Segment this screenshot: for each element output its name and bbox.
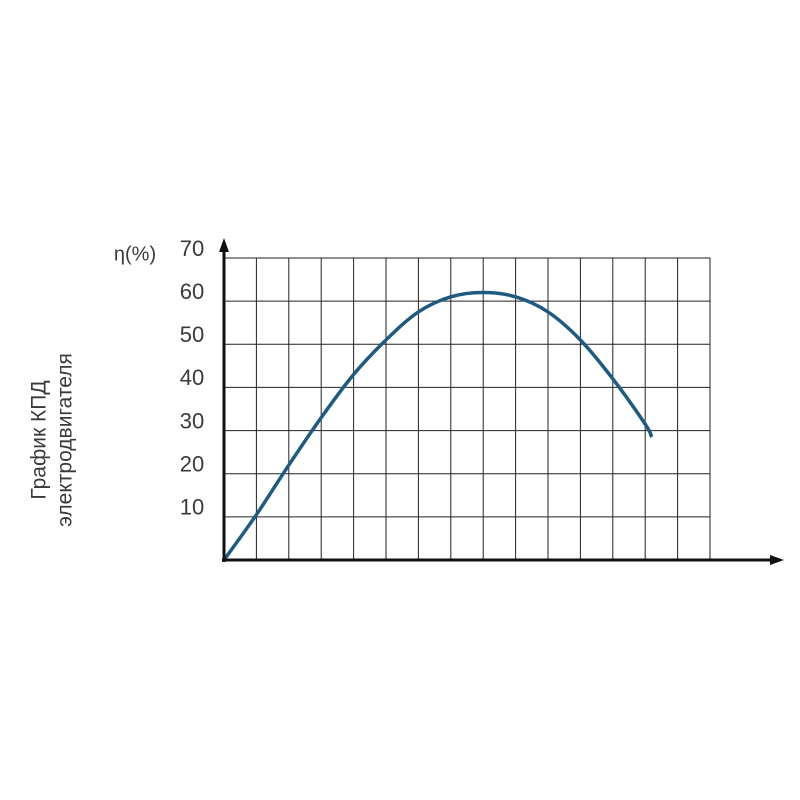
title-group: График КПД электродвигателя <box>28 353 77 527</box>
plot-area: 10 20 30 40 50 60 70 <box>180 236 711 562</box>
y-axis-arrow <box>219 238 229 252</box>
chart-title: электродвигателя <box>54 353 77 527</box>
x-axis-arrow <box>770 555 784 565</box>
efficiency-curve <box>222 290 654 562</box>
chart-title: График КПД <box>28 380 51 499</box>
y-tick-label: 20 <box>180 452 204 477</box>
y-tick-label: 40 <box>180 365 204 390</box>
y-tick-label: 30 <box>180 408 204 433</box>
y-tick-label: 60 <box>180 279 204 304</box>
y-tick-label: 70 <box>180 236 204 261</box>
y-axis-label: η(%) <box>114 243 156 265</box>
y-tick-label: 10 <box>180 495 204 520</box>
y-tick-label: 50 <box>180 322 204 347</box>
